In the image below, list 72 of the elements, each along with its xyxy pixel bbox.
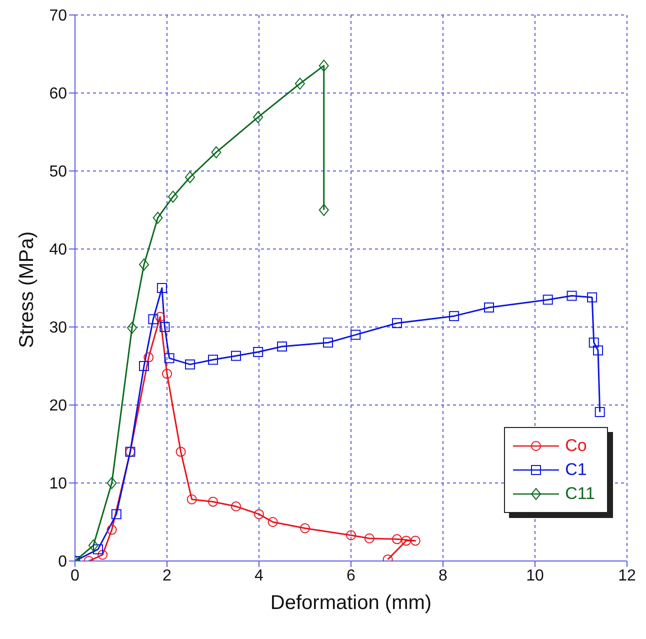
point [168, 190, 178, 203]
point [350, 330, 361, 340]
point [155, 312, 166, 322]
point [208, 354, 218, 365]
point [566, 290, 577, 301]
point [410, 536, 420, 546]
point [111, 509, 122, 520]
point [208, 496, 218, 507]
point [106, 477, 117, 489]
legend-label: Co [565, 436, 587, 456]
point [162, 368, 172, 379]
point [587, 292, 598, 302]
point [211, 146, 222, 158]
x-tick-label: 12 [618, 567, 636, 584]
point [542, 294, 553, 305]
point [449, 311, 460, 322]
point [253, 111, 264, 124]
point [318, 60, 329, 72]
point [346, 530, 356, 540]
point [144, 352, 154, 362]
x-tick-label: 6 [346, 567, 356, 584]
point [185, 171, 195, 184]
x-tick-label: 2 [162, 567, 172, 584]
y-tick-label: 30 [49, 320, 68, 337]
point [156, 283, 167, 293]
point [231, 350, 241, 361]
point [148, 314, 158, 324]
y-tick-label: 10 [49, 476, 68, 493]
x-tick-label: 10 [526, 567, 544, 584]
y-axis-title: Stress (MPa) [16, 231, 38, 348]
legend-label: C11 [565, 484, 595, 504]
point [401, 536, 412, 546]
point [160, 322, 170, 332]
x-tick-label: 0 [70, 567, 80, 584]
y-tick-label: 0 [58, 554, 68, 571]
point [152, 212, 163, 224]
point [164, 353, 174, 364]
point [127, 322, 138, 334]
point [294, 78, 305, 90]
y-tick-label: 20 [49, 398, 68, 415]
point [484, 302, 494, 312]
y-tick-label: 70 [49, 8, 68, 25]
point [392, 534, 402, 544]
point [88, 539, 98, 552]
x-tick-label: 4 [254, 567, 264, 584]
y-tick-label: 60 [49, 86, 68, 103]
point [277, 342, 287, 352]
point [98, 550, 108, 560]
point [106, 524, 117, 535]
point [139, 258, 149, 271]
point [93, 544, 103, 554]
point [231, 501, 241, 512]
point [176, 446, 186, 457]
point [139, 361, 149, 371]
point [186, 494, 197, 504]
point [253, 346, 264, 357]
point [254, 509, 264, 520]
point [593, 345, 604, 356]
x-axis-title: Deformation (mm) [270, 592, 432, 614]
point [268, 517, 278, 527]
legend-label: C1 [565, 460, 587, 480]
point [588, 338, 599, 348]
y-tick-label: 50 [49, 164, 68, 181]
point [364, 533, 374, 544]
point [185, 359, 195, 370]
point [300, 523, 310, 534]
point [323, 338, 333, 348]
point [392, 318, 402, 328]
point [318, 204, 329, 216]
point [594, 407, 605, 418]
x-tick-label: 8 [438, 567, 448, 584]
y-tick-label: 40 [49, 242, 68, 259]
